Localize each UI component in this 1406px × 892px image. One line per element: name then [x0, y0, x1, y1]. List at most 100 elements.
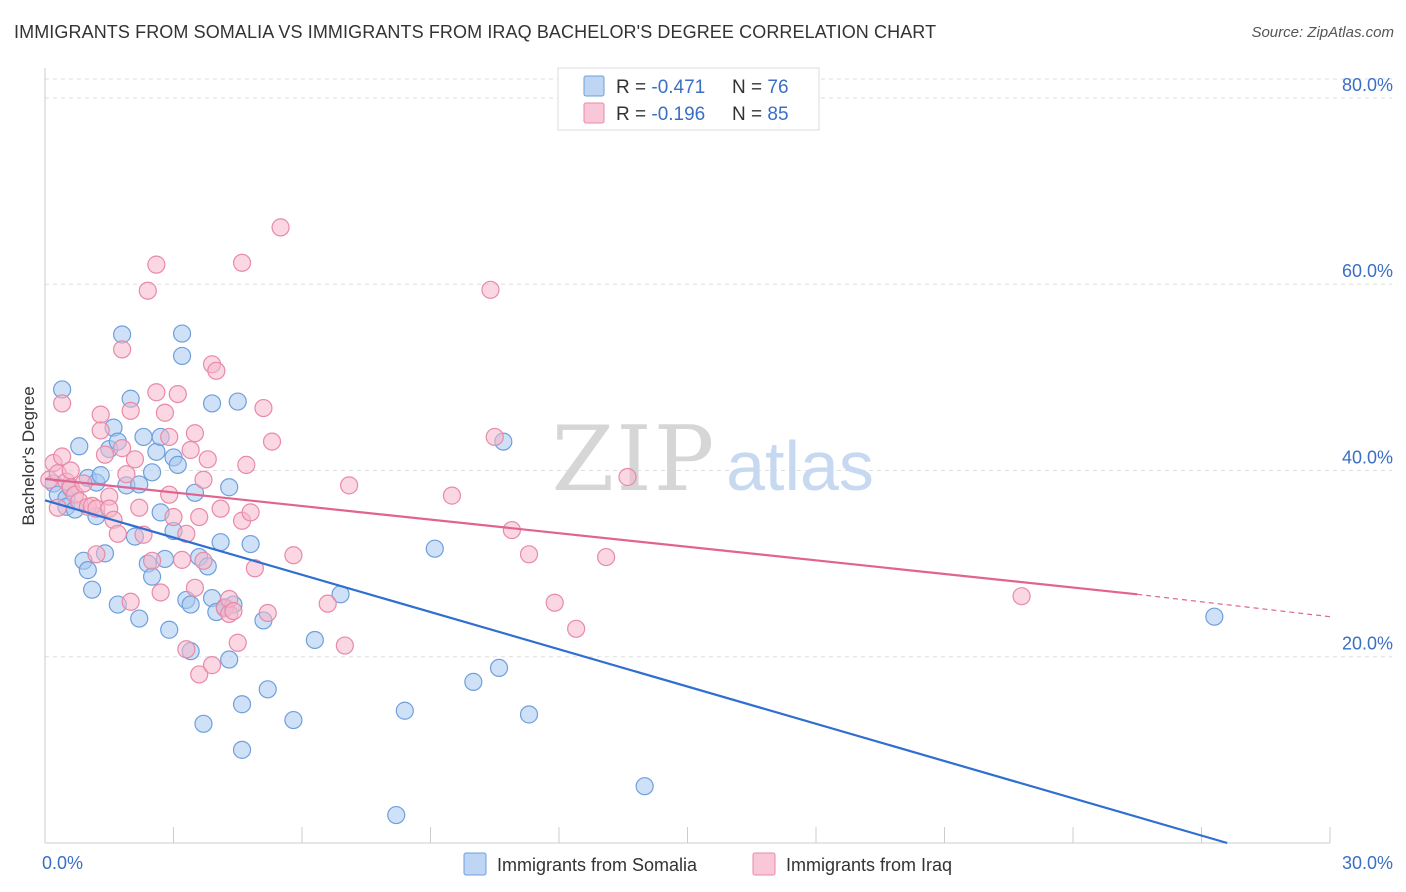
trend-layer: [44, 477, 1331, 845]
point-iraq: [147, 255, 166, 274]
legend-n-label-iraq: N =: [732, 104, 767, 125]
point-iraq: [142, 551, 162, 570]
point-iraq: [151, 583, 170, 602]
legend-swatch-somalia: [583, 75, 605, 97]
point-iraq: [168, 385, 187, 404]
point-iraq: [228, 633, 247, 652]
top-legend: R = -0.471 N = 76 R = -0.196 N = 85: [557, 67, 820, 131]
y-tick-label: 20.0%: [1342, 634, 1393, 654]
source-label: Source: ZipAtlas.com: [1251, 24, 1394, 41]
point-somalia: [142, 463, 162, 482]
point-somalia: [635, 777, 654, 796]
point-iraq: [53, 394, 72, 413]
point-somalia: [78, 561, 97, 580]
legend-n-label-somalia: N =: [732, 77, 767, 98]
point-iraq: [618, 467, 637, 487]
point-iraq: [95, 445, 115, 464]
point-somalia: [202, 394, 222, 413]
bottom-legend-label-somalia: Immigrants from Somalia: [497, 855, 698, 875]
point-iraq: [224, 601, 243, 621]
point-somalia: [305, 630, 324, 650]
chart-title: IMMIGRANTS FROM SOMALIA VS IMMIGRANTS FR…: [14, 22, 937, 42]
bottom-legend-swatch-iraq: [752, 852, 776, 876]
point-iraq: [190, 665, 209, 684]
point-somalia: [130, 609, 149, 628]
point-somalia: [142, 567, 162, 586]
watermark-atlas: atlas: [726, 427, 874, 505]
bottom-legend-swatch-somalia: [463, 852, 487, 876]
bottom-legend: Immigrants from Somalia Immigrants from …: [463, 852, 952, 876]
point-iraq: [172, 550, 192, 569]
point-iraq: [91, 421, 110, 440]
point-iraq: [53, 447, 72, 466]
legend-r-value-iraq: -0.196: [651, 104, 705, 125]
y-tick-label: 40.0%: [1342, 447, 1393, 467]
point-iraq: [147, 383, 166, 402]
axes-layer: 20.0% 40.0% 60.0% 80.0% 0.0% 30.0%: [42, 68, 1393, 873]
point-somalia: [194, 714, 213, 733]
point-iraq: [121, 401, 140, 420]
point-iraq: [254, 398, 273, 418]
point-iraq: [117, 465, 136, 484]
svg-text:N = 76: N = 76: [732, 77, 789, 98]
point-somalia: [160, 620, 179, 639]
point-somalia: [70, 437, 89, 456]
point-somalia: [181, 595, 200, 614]
svg-text:R = -0.471: R = -0.471: [616, 77, 705, 98]
point-iraq: [284, 546, 303, 565]
x-tick-label: 0.0%: [42, 853, 83, 873]
point-iraq: [160, 485, 179, 504]
point-iraq: [112, 439, 132, 458]
point-iraq: [87, 545, 106, 564]
point-iraq: [597, 547, 616, 567]
point-iraq: [485, 427, 504, 447]
point-iraq: [258, 603, 277, 623]
point-somalia: [489, 658, 509, 678]
point-iraq: [198, 450, 217, 469]
watermark-zip: ZIP: [552, 407, 717, 512]
points-layer: [40, 218, 1224, 825]
point-iraq: [567, 619, 586, 638]
point-iraq: [207, 361, 226, 380]
point-iraq: [160, 427, 179, 447]
svg-text:R = -0.196: R = -0.196: [616, 104, 705, 125]
point-somalia: [425, 539, 444, 558]
point-somalia: [387, 805, 406, 825]
legend-swatch-iraq: [583, 102, 605, 124]
point-somalia: [228, 392, 247, 411]
point-iraq: [138, 281, 157, 300]
point-iraq: [108, 524, 127, 543]
point-iraq: [545, 593, 564, 612]
svg-text:N = 85: N = 85: [732, 104, 789, 125]
point-iraq: [125, 450, 145, 469]
legend-n-value-iraq: 85: [767, 104, 788, 125]
y-axis-label: Bachelor's Degree: [19, 386, 38, 525]
point-iraq: [155, 403, 175, 422]
point-iraq: [262, 432, 282, 451]
point-iraq: [245, 559, 264, 578]
point-somalia: [220, 478, 239, 497]
point-iraq: [185, 578, 205, 597]
point-somalia: [232, 740, 252, 759]
point-iraq: [232, 253, 252, 272]
point-iraq: [340, 476, 359, 495]
trend-line-somalia: [44, 499, 1228, 845]
point-iraq: [91, 405, 110, 424]
point-iraq: [271, 218, 290, 237]
point-iraq: [61, 461, 80, 480]
legend-r-label-iraq: R =: [616, 104, 651, 125]
point-somalia: [464, 672, 483, 691]
point-iraq: [335, 636, 354, 655]
point-iraq: [502, 520, 521, 540]
y-tick-label: 60.0%: [1342, 261, 1393, 281]
point-somalia: [134, 427, 153, 447]
point-iraq: [211, 499, 230, 518]
point-iraq: [241, 503, 260, 522]
point-iraq: [1012, 587, 1031, 606]
point-iraq: [519, 545, 539, 564]
point-iraq: [194, 470, 213, 489]
point-somalia: [147, 442, 166, 461]
point-iraq: [164, 507, 183, 527]
